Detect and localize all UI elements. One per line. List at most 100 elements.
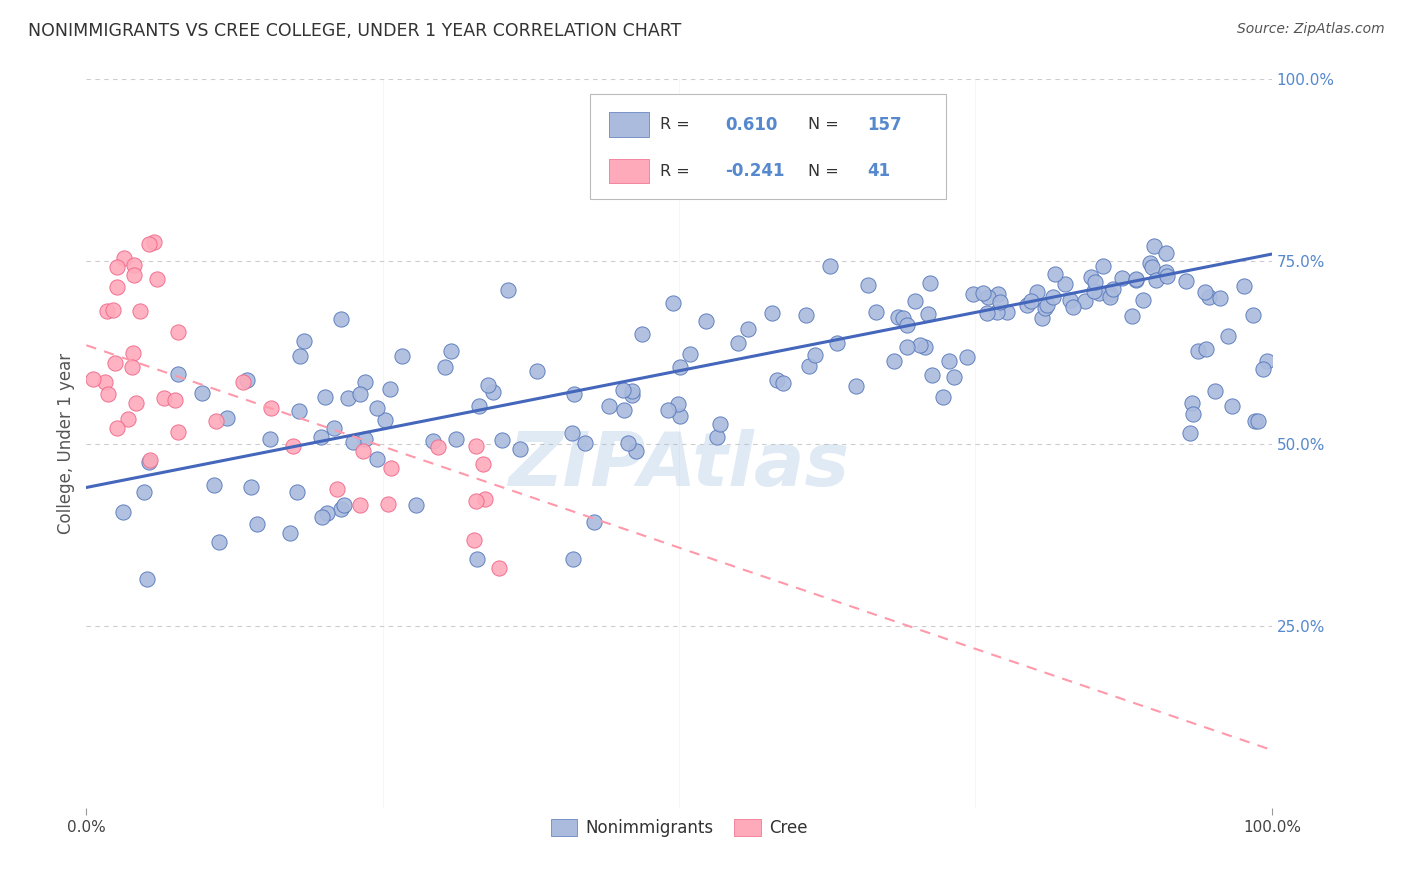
Point xyxy=(1017,298,1039,312)
Point xyxy=(1140,260,1163,274)
Point xyxy=(311,509,333,524)
Point xyxy=(153,391,176,405)
Point xyxy=(1098,290,1121,304)
Point xyxy=(353,444,375,458)
Point xyxy=(938,353,960,368)
Point xyxy=(914,340,936,354)
Point xyxy=(1178,426,1201,441)
Point xyxy=(613,402,636,417)
Point xyxy=(1143,238,1166,252)
Point xyxy=(405,498,427,512)
Point xyxy=(668,409,690,423)
Point xyxy=(135,572,157,586)
Point xyxy=(668,397,690,411)
Point xyxy=(82,372,104,386)
Point xyxy=(278,526,301,541)
Point xyxy=(1251,362,1274,376)
Point xyxy=(491,433,513,447)
Point xyxy=(1125,273,1147,287)
Point xyxy=(239,480,262,494)
Point xyxy=(353,432,375,446)
Point xyxy=(129,303,152,318)
Point xyxy=(1246,415,1268,429)
FancyBboxPatch shape xyxy=(591,94,946,199)
Point xyxy=(1195,342,1218,356)
Point xyxy=(706,430,728,444)
Point xyxy=(920,276,942,290)
Point xyxy=(1026,285,1049,299)
Point xyxy=(943,369,966,384)
Point xyxy=(1111,271,1133,285)
Point xyxy=(316,506,339,520)
Point xyxy=(208,534,231,549)
Point xyxy=(887,310,910,324)
Point xyxy=(1042,290,1064,304)
Point xyxy=(620,387,643,401)
Point xyxy=(727,335,749,350)
Point xyxy=(163,393,186,408)
Point xyxy=(1139,256,1161,270)
Point xyxy=(1144,273,1167,287)
Point xyxy=(204,414,226,428)
Point xyxy=(1019,293,1042,308)
Point xyxy=(1074,294,1097,309)
Point xyxy=(138,237,160,252)
Point xyxy=(562,387,585,401)
Point xyxy=(896,318,918,333)
Point xyxy=(167,368,190,382)
Point xyxy=(366,452,388,467)
Point xyxy=(96,303,118,318)
Point xyxy=(574,435,596,450)
Point xyxy=(285,484,308,499)
Point xyxy=(1233,279,1256,293)
Point xyxy=(391,349,413,363)
Point xyxy=(972,286,994,301)
Point xyxy=(1125,272,1147,286)
Point xyxy=(143,235,166,249)
Point xyxy=(132,485,155,500)
Text: NONIMMIGRANTS VS CREE COLLEGE, UNDER 1 YEAR CORRELATION CHART: NONIMMIGRANTS VS CREE COLLEGE, UNDER 1 Y… xyxy=(28,22,682,40)
Point xyxy=(94,376,117,390)
Point xyxy=(1092,260,1115,274)
Point xyxy=(1174,274,1197,288)
FancyBboxPatch shape xyxy=(609,159,650,184)
Point xyxy=(561,426,583,441)
Point xyxy=(366,401,388,416)
Point xyxy=(474,491,496,506)
Point xyxy=(260,401,283,415)
Point xyxy=(865,305,887,319)
Point xyxy=(472,457,495,471)
Text: N =: N = xyxy=(808,117,839,132)
Point xyxy=(932,390,955,404)
Y-axis label: College, Under 1 year: College, Under 1 year xyxy=(58,353,75,534)
Point xyxy=(662,296,685,310)
Point xyxy=(468,399,491,413)
Point xyxy=(631,327,654,342)
Point xyxy=(288,350,311,364)
Point xyxy=(562,551,585,566)
Point xyxy=(977,290,1000,304)
Text: 0.610: 0.610 xyxy=(725,116,778,134)
Point xyxy=(612,383,634,397)
Point xyxy=(112,251,135,265)
Point xyxy=(309,430,332,444)
Point xyxy=(111,505,134,519)
Point xyxy=(1182,407,1205,421)
Point xyxy=(440,344,463,359)
Point xyxy=(1035,301,1057,315)
Point xyxy=(679,346,702,360)
Point xyxy=(465,439,488,453)
Point xyxy=(956,351,979,365)
Text: R =: R = xyxy=(661,163,695,178)
Point xyxy=(465,494,488,508)
Point xyxy=(1031,311,1053,326)
Point xyxy=(146,272,169,286)
Point xyxy=(995,305,1018,319)
Point xyxy=(509,442,531,457)
Point xyxy=(463,533,485,547)
Point xyxy=(1204,384,1226,398)
Point xyxy=(818,260,841,274)
Point xyxy=(122,346,145,360)
Point xyxy=(772,376,794,390)
Point xyxy=(105,420,128,434)
